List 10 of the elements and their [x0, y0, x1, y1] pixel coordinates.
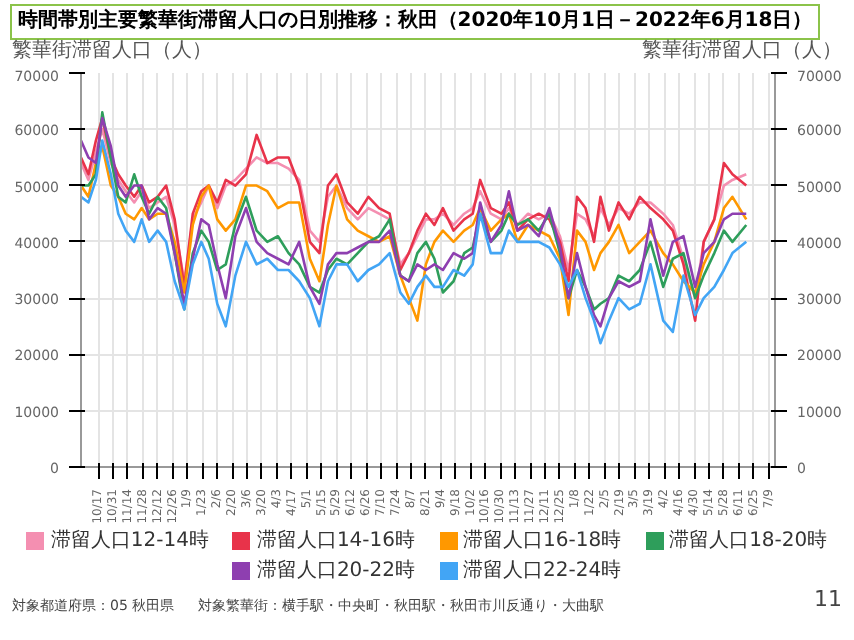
- legend-label: 滞留人口20-22時: [254, 558, 415, 584]
- text: 11: [814, 584, 842, 616]
- y-axis-title: 繁華街滞留人口（人）: [12, 40, 212, 62]
- legend-label: 滞留人口22-24時: [461, 558, 622, 584]
- legend-label: 滞留人口12-14時: [48, 528, 209, 554]
- chart-title: 時間帯別主要繁華街滞留人口の日別推移：秋田（2020年10月1日－2022年6月18日）: [17, 8, 813, 36]
- legend-label: 滞留人口14-16時: [254, 528, 415, 554]
- legend-label: 滞留人口16-18時: [461, 528, 622, 554]
- y2-axis-title: 繁華街滞留人口（人）: [642, 40, 842, 62]
- legend-label: 滞留人口18-20時: [667, 528, 828, 554]
